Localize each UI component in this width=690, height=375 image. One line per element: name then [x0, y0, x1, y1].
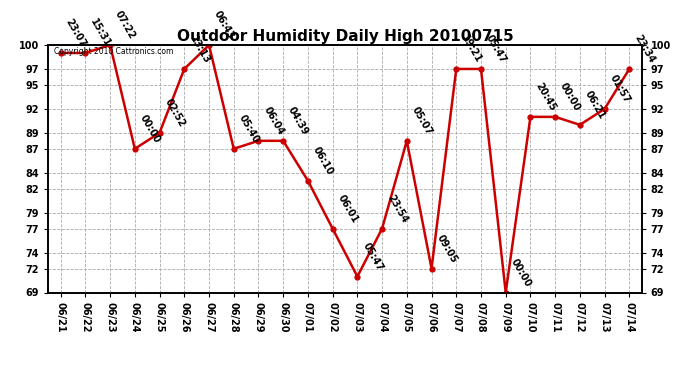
- Text: 23:07: 23:07: [63, 17, 88, 49]
- Title: Outdoor Humidity Daily High 20100715: Outdoor Humidity Daily High 20100715: [177, 29, 513, 44]
- Text: 05:07: 05:07: [410, 105, 434, 137]
- Text: 23:54: 23:54: [385, 193, 409, 225]
- Text: 06:04: 06:04: [262, 105, 286, 137]
- Text: 07:22: 07:22: [113, 9, 137, 41]
- Text: 00:00: 00:00: [138, 113, 162, 145]
- Text: 15:31: 15:31: [88, 17, 112, 49]
- Text: 02:52: 02:52: [163, 97, 187, 129]
- Text: 06:43: 06:43: [212, 9, 236, 41]
- Text: 06:10: 06:10: [311, 145, 335, 177]
- Text: 00:00: 00:00: [509, 256, 533, 288]
- Text: 05:47: 05:47: [360, 241, 384, 273]
- Text: 05:47: 05:47: [484, 33, 508, 65]
- Text: 20:45: 20:45: [533, 81, 558, 113]
- Text: 01:57: 01:57: [608, 73, 632, 105]
- Text: 05:40: 05:40: [237, 113, 261, 145]
- Text: 06:01: 06:01: [335, 193, 359, 225]
- Text: 00:00: 00:00: [558, 81, 582, 113]
- Text: 19:21: 19:21: [460, 33, 484, 65]
- Text: 23:13: 23:13: [187, 33, 211, 65]
- Text: Copyright 2010 Cattronics.com: Copyright 2010 Cattronics.com: [55, 48, 174, 57]
- Text: 06:21: 06:21: [583, 89, 607, 121]
- Text: 09:05: 09:05: [435, 233, 459, 264]
- Text: 23:34: 23:34: [632, 33, 656, 65]
- Text: 04:39: 04:39: [286, 105, 310, 137]
